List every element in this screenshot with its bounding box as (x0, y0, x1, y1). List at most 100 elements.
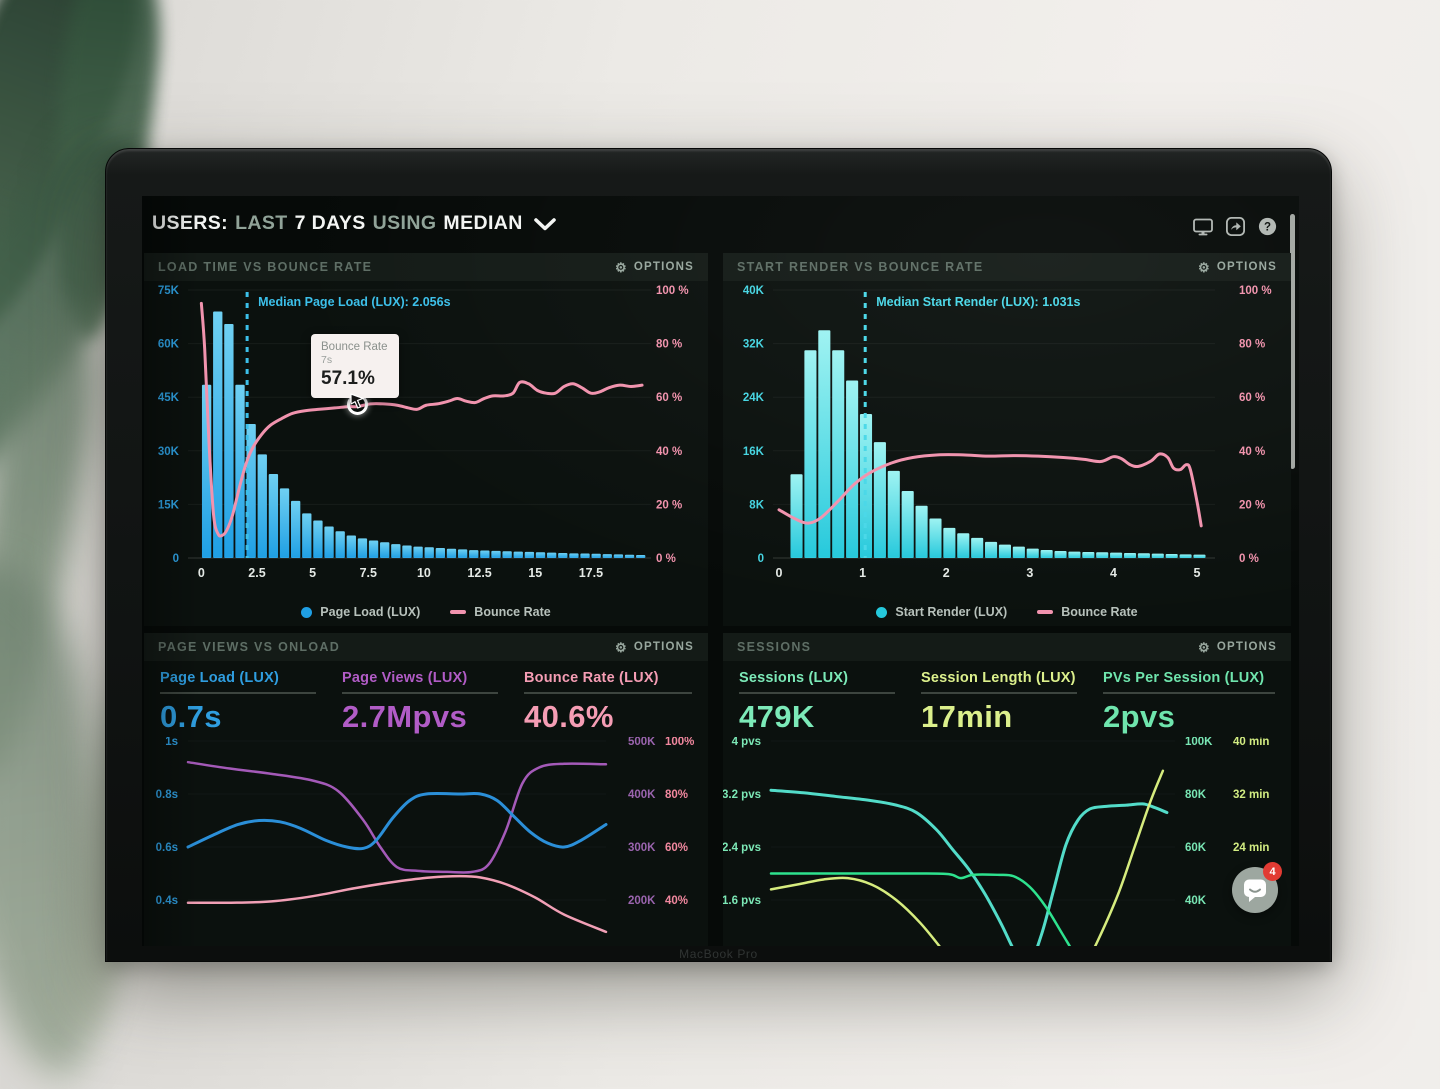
svg-text:60 %: 60 % (656, 392, 682, 404)
svg-text:40K: 40K (1185, 895, 1207, 907)
svg-text:60%: 60% (665, 842, 688, 854)
svg-text:60K: 60K (158, 339, 180, 351)
metric-label: PVs Per Session (LUX) (1103, 670, 1265, 686)
y-axis-left: 75K 60K 45K 30K 15K 0 (158, 285, 180, 565)
svg-text:80K: 80K (1185, 789, 1207, 801)
svg-text:40%: 40% (665, 895, 688, 907)
metric-bounce-rate: Bounce Rate (LUX) 40.6% (524, 670, 692, 735)
y-axis-left: 40K 32K 24K 16K 8K 0 (743, 285, 765, 565)
metric-divider (739, 692, 895, 694)
svg-text:8K: 8K (749, 499, 764, 511)
svg-text:24K: 24K (743, 392, 765, 404)
panel-header: PAGE VIEWS VS ONLOAD ⚙ OPTIONS (144, 633, 708, 661)
svg-text:10: 10 (417, 566, 431, 580)
bounce-rate-line (186, 874, 608, 934)
svg-text:500K: 500K (628, 737, 656, 748)
notification-badge: 4 (1263, 862, 1282, 881)
sessions-line (769, 788, 1169, 946)
svg-text:15: 15 (528, 566, 542, 580)
options-button[interactable]: ⚙ OPTIONS (615, 641, 694, 654)
metric-value: 0.7s (160, 699, 222, 734)
legend-line-icon (450, 610, 467, 614)
options-button[interactable]: ⚙ OPTIONS (615, 261, 694, 274)
metric-session-length: Session Length (LUX) 17min (921, 670, 1077, 735)
header-toolbar: ? (1193, 217, 1277, 236)
gear-icon: ⚙ (1197, 639, 1211, 655)
panel-page-views: PAGE VIEWS VS ONLOAD ⚙ OPTIONS Page Load… (144, 633, 708, 946)
title-using: USING (372, 212, 437, 234)
share-icon[interactable] (1226, 217, 1245, 236)
legend-dot-icon (301, 606, 313, 618)
chart-legend: Start Render (LUX) Bounce Rate (723, 605, 1291, 619)
svg-text:5: 5 (309, 566, 316, 580)
svg-text:0: 0 (173, 553, 179, 565)
svg-text:7.5: 7.5 (360, 566, 377, 580)
svg-text:100 %: 100 % (1239, 285, 1272, 297)
metric-label: Bounce Rate (LUX) (524, 670, 659, 686)
pvs-per-session-line (769, 872, 1072, 946)
svg-text:45K: 45K (158, 392, 180, 404)
legend-page-load[interactable]: Page Load (LUX) (301, 605, 420, 619)
help-icon[interactable]: ? (1258, 217, 1277, 236)
display-icon[interactable] (1193, 218, 1213, 236)
svg-text:15K: 15K (158, 499, 180, 511)
legend-bounce-rate[interactable]: Bounce Rate (450, 605, 551, 619)
legend-bounce-rate[interactable]: Bounce Rate (1037, 605, 1138, 619)
metric-value: 17min (921, 699, 1013, 734)
legend-label: Bounce Rate (1061, 605, 1138, 619)
metric-divider (524, 692, 692, 694)
legend-start-render[interactable]: Start Render (LUX) (876, 605, 1007, 619)
svg-text:300K: 300K (628, 842, 656, 854)
legend-label: Bounce Rate (474, 605, 551, 619)
svg-text:40K: 40K (743, 285, 765, 297)
tooltip-title: Bounce Rate (321, 341, 388, 353)
metric-divider (1103, 692, 1275, 694)
metric-label: Page Views (LUX) (342, 670, 468, 686)
panel-header: START RENDER VS BOUNCE RATE ⚙ OPTIONS (723, 253, 1291, 281)
chat-bubble-icon (1244, 879, 1266, 902)
bounce-rate-line (199, 301, 644, 538)
metric-divider (921, 692, 1077, 694)
svg-text:0: 0 (758, 553, 764, 565)
metric-divider (160, 692, 316, 694)
svg-text:200K: 200K (628, 895, 656, 907)
svg-text:75K: 75K (158, 285, 180, 297)
panel-title: SESSIONS (737, 640, 812, 654)
svg-text:0.6s: 0.6s (156, 842, 178, 854)
metrics-row: Page Load (LUX) 0.7s Page Views (LUX) 2.… (144, 661, 708, 737)
panel-header: SESSIONS ⚙ OPTIONS (723, 633, 1291, 661)
svg-text:2.4 pvs: 2.4 pvs (723, 842, 761, 854)
title-range: 7 DAYS (294, 212, 366, 234)
metric-label: Session Length (LUX) (921, 670, 1076, 686)
svg-text:0.4s: 0.4s (156, 895, 178, 907)
metric-value: 2.7Mpvs (342, 699, 468, 734)
legend-label: Start Render (LUX) (895, 605, 1008, 619)
svg-text:1: 1 (859, 566, 866, 580)
sessions-chart: 4 pvs 3.2 pvs 2.4 pvs 1.6 pvs 100K 40 min 80K 3… (723, 737, 1269, 946)
x-axis-labels: 0 2.5 5 7.5 10 12.5 15 17.5 (198, 566, 603, 580)
chart-tooltip: Bounce Rate 7s 57.1% (311, 334, 399, 398)
y-axis-right: 100K 40 min 80K 32 min 60K 24 min 40K (1185, 737, 1269, 907)
svg-text:4 pvs: 4 pvs (732, 737, 761, 748)
metric-value: 479K (739, 699, 815, 734)
panel-header: LOAD TIME VS BOUNCE RATE ⚙ OPTIONS (144, 253, 708, 281)
start-render-chart: Median Start Render (LUX): 1.031s 40K 32K 2… (743, 285, 1272, 580)
gear-icon: ⚙ (614, 639, 628, 655)
options-label: OPTIONS (1216, 641, 1277, 653)
y-axis-left: 4 pvs 3.2 pvs 2.4 pvs 1.6 pvs (723, 737, 761, 907)
scrollbar[interactable] (1290, 214, 1295, 469)
panel-title: PAGE VIEWS VS ONLOAD (158, 640, 341, 654)
chart-legend: Page Load (LUX) Bounce Rate (144, 605, 708, 619)
svg-text:400K: 400K (628, 789, 656, 801)
dashboard-scope-dropdown[interactable]: USERS: LAST 7 DAYS USING MEDIAN (152, 212, 556, 235)
options-button[interactable]: ⚙ OPTIONS (1198, 261, 1277, 274)
svg-text:0 %: 0 % (1239, 553, 1259, 565)
dashboard-screen: USERS: LAST 7 DAYS USING MEDIAN ? (142, 196, 1299, 946)
svg-text:80 %: 80 % (1239, 339, 1265, 351)
svg-text:2.5: 2.5 (248, 566, 265, 580)
chat-button[interactable]: 4 (1232, 862, 1282, 913)
gridlines (188, 289, 651, 559)
tooltip-x-value: 7s (321, 354, 333, 366)
svg-text:0.8s: 0.8s (156, 789, 178, 801)
options-button[interactable]: ⚙ OPTIONS (1198, 641, 1277, 654)
